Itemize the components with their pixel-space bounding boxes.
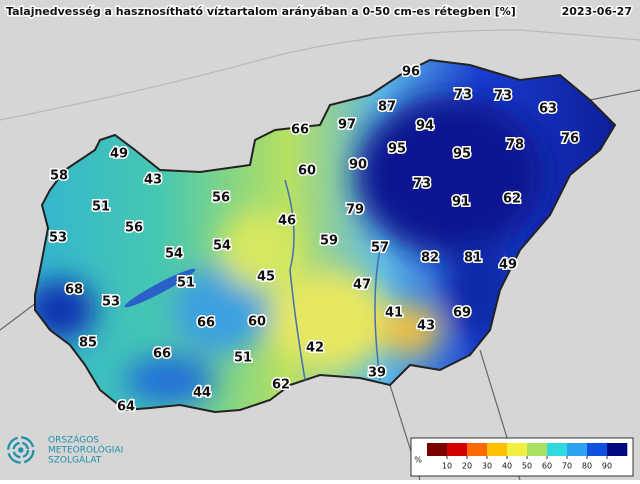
- station-value: 85: [79, 336, 97, 351]
- station-value: 39: [368, 366, 386, 381]
- station-value: 49: [499, 258, 517, 273]
- station-value: 57: [371, 241, 389, 256]
- legend-tick-label: 80: [582, 462, 592, 471]
- station-value: 95: [453, 147, 471, 162]
- legend-swatch: [507, 443, 528, 456]
- station-value: 78: [506, 138, 524, 153]
- station-value: 62: [272, 378, 290, 393]
- station-value: 43: [417, 319, 435, 334]
- station-value: 59: [320, 234, 338, 249]
- station-value: 53: [49, 231, 67, 246]
- station-value: 51: [92, 200, 110, 215]
- station-value: 56: [125, 221, 143, 236]
- station-value: 58: [50, 169, 68, 184]
- legend-tick-label: 30: [482, 462, 492, 471]
- station-value: 53: [102, 295, 120, 310]
- station-value: 73: [454, 88, 472, 103]
- legend-unit: %: [414, 456, 422, 465]
- legend-swatch: [607, 443, 628, 456]
- legend-swatch: [487, 443, 508, 456]
- station-value: 60: [248, 315, 266, 330]
- station-value: 64: [117, 400, 135, 415]
- legend-tick-label: 40: [502, 462, 512, 471]
- station-value: 82: [421, 251, 439, 266]
- legend-tick-label: 70: [562, 462, 572, 471]
- station-value: 46: [278, 214, 296, 229]
- station-value: 47: [353, 278, 371, 293]
- station-value: 66: [153, 347, 171, 362]
- station-value: 51: [234, 351, 252, 366]
- station-value: 96: [402, 65, 420, 80]
- station-value: 69: [453, 306, 471, 321]
- legend-swatch: [447, 443, 468, 456]
- station-value: 68: [65, 283, 83, 298]
- logo-text: ORSZÁGOS: [48, 434, 99, 446]
- logo-text: METEOROLÓGIAI: [48, 444, 123, 456]
- station-value: 60: [298, 164, 316, 179]
- station-value: 62: [503, 192, 521, 207]
- legend-tick-label: 20: [462, 462, 472, 471]
- station-value: 45: [257, 270, 275, 285]
- legend-tick-label: 90: [602, 462, 612, 471]
- border: [0, 89, 640, 481]
- legend-tick-label: 50: [522, 462, 532, 471]
- station-value: 44: [193, 386, 211, 401]
- station-value: 49: [110, 147, 128, 162]
- legend-swatch: [587, 443, 608, 456]
- station-value: 54: [213, 239, 231, 254]
- logo-text: SZOLGÁLAT: [48, 454, 102, 466]
- station-value: 51: [177, 276, 195, 291]
- station-value: 73: [494, 89, 512, 104]
- station-value: 87: [378, 100, 396, 115]
- station-value: 63: [539, 102, 557, 117]
- station-value: 76: [561, 132, 579, 147]
- legend-tick-label: 60: [542, 462, 552, 471]
- station-value: 42: [306, 341, 324, 356]
- station-value: 90: [349, 158, 367, 173]
- title: Talajnedvesség a hasznosítható víztartal…: [6, 5, 516, 18]
- station-value: 43: [144, 173, 162, 188]
- date: 2023-06-27: [562, 5, 632, 18]
- border: [0, 29, 640, 121]
- legend-tick-label: 10: [442, 462, 452, 471]
- station-value: 91: [452, 195, 470, 210]
- station-value: 66: [197, 316, 215, 331]
- legend-swatch: [467, 443, 488, 456]
- station-value: 95: [388, 142, 406, 157]
- station-value: 97: [338, 118, 356, 133]
- river: [284, 179, 381, 381]
- station-value: 41: [385, 306, 403, 321]
- station-value: 56: [212, 191, 230, 206]
- lake: [124, 268, 196, 308]
- station-value: 54: [165, 247, 183, 262]
- legend-swatch: [547, 443, 568, 456]
- legend-swatch: [527, 443, 548, 456]
- legend-swatch: [567, 443, 588, 456]
- station-value: 81: [464, 251, 482, 266]
- legend-swatch: [427, 443, 448, 456]
- station-value: 79: [346, 203, 364, 218]
- station-value: 66: [291, 123, 309, 138]
- station-value: 73: [413, 177, 431, 192]
- station-value: 94: [416, 119, 434, 134]
